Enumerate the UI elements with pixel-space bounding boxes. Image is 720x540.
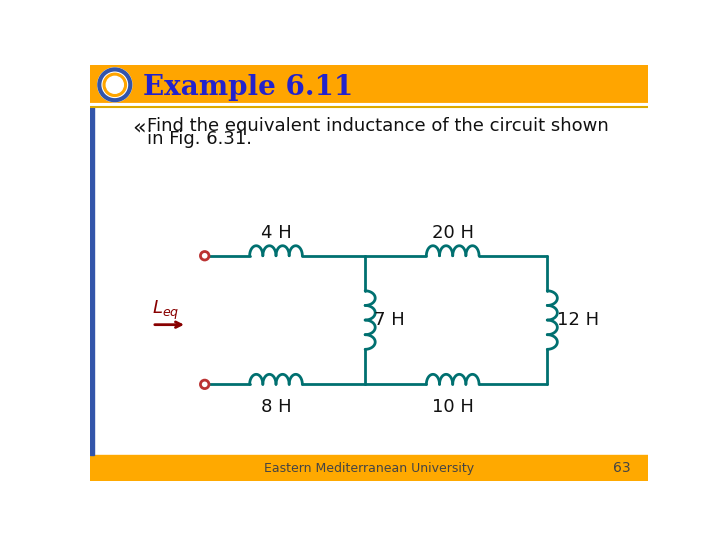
Text: Eastern Mediterranean University: Eastern Mediterranean University: [264, 462, 474, 475]
Text: 4 H: 4 H: [261, 224, 292, 242]
Bar: [90, 65, 648, 105]
Bar: [90, 455, 648, 481]
Text: 10 H: 10 H: [432, 398, 474, 416]
Text: $L_{\mathregular{eq}}$: $L_{\mathregular{eq}}$: [152, 299, 179, 322]
Text: 12 H: 12 H: [557, 311, 598, 329]
Circle shape: [98, 68, 132, 102]
Circle shape: [107, 76, 123, 93]
Text: 63: 63: [613, 461, 631, 475]
Text: «: «: [132, 118, 146, 138]
Text: 20 H: 20 H: [432, 224, 474, 242]
Text: Find the equivalent inductance of the circuit shown: Find the equivalent inductance of the ci…: [148, 117, 609, 134]
Circle shape: [103, 73, 127, 96]
Text: 7 H: 7 H: [374, 311, 405, 329]
Text: in Fig. 6.31.: in Fig. 6.31.: [148, 131, 252, 149]
Text: 8 H: 8 H: [261, 398, 292, 416]
Text: Example 6.11: Example 6.11: [143, 73, 353, 100]
Bar: [90, 107, 94, 455]
